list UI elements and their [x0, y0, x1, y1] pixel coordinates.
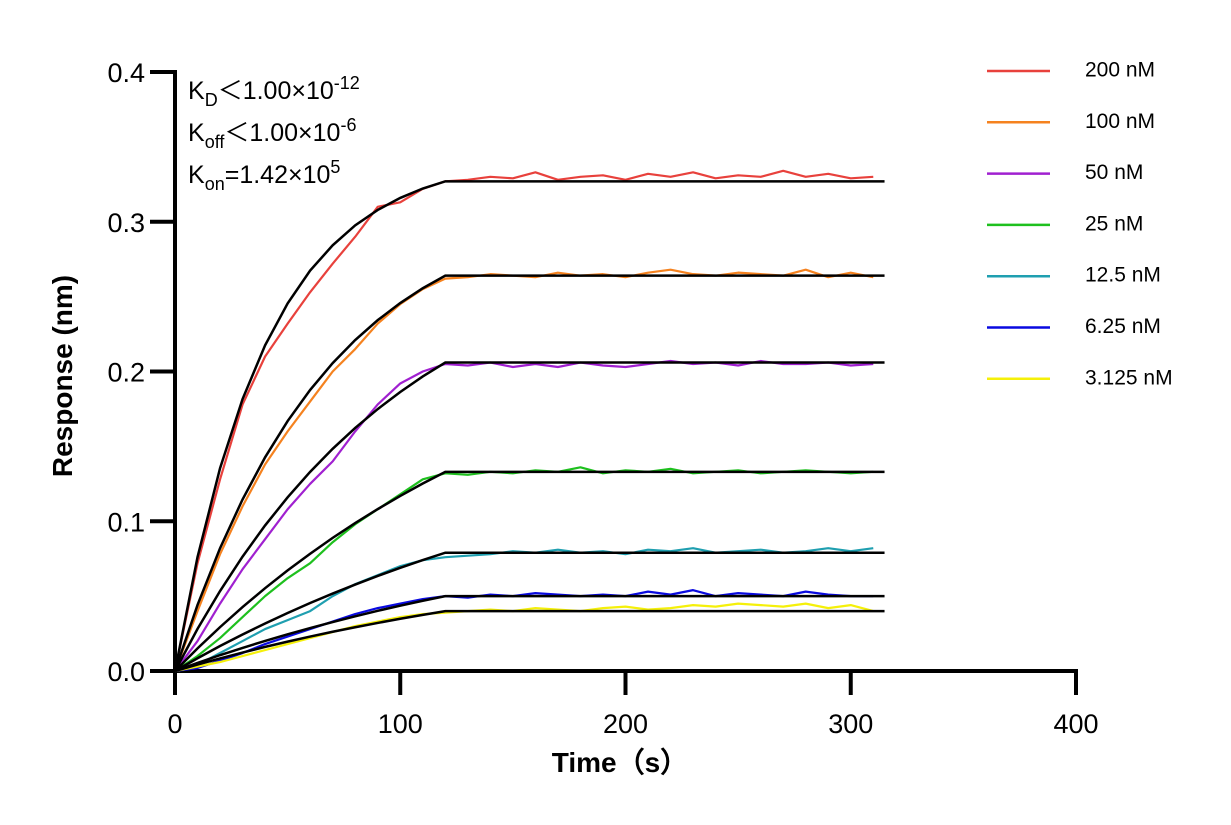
y-tick-label: 0.2 — [107, 358, 145, 388]
x-tick-label: 0 — [167, 709, 182, 739]
data-line — [174, 359, 874, 672]
y-tick-label: 0.0 — [107, 657, 145, 687]
legend-label: 100 nM — [1085, 110, 1155, 133]
annotation-symbol: K — [188, 119, 205, 147]
x-tick-label: 300 — [828, 709, 873, 739]
data-line — [173, 169, 874, 672]
x-tick-label: 100 — [378, 709, 423, 739]
annotation-text: ＜1.00×10 — [218, 77, 334, 105]
legend-label: 12.5 nM — [1085, 264, 1161, 287]
legend-label: 25 nM — [1085, 212, 1143, 235]
legend-label: 3.125 nM — [1085, 366, 1173, 389]
fit-line — [173, 180, 885, 672]
annotation-text: ＜1.00×10 — [224, 119, 340, 147]
annotation: Kon=1.42×105 — [188, 157, 340, 194]
annotation-subscript: D — [205, 90, 218, 110]
annotation: Koff＜1.00×10-6 — [188, 115, 356, 152]
annotation-superscript: -12 — [334, 73, 360, 93]
fit-line — [174, 470, 885, 672]
y-axis-title: Response (nm) — [47, 275, 78, 477]
annotation-subscript: off — [205, 132, 226, 152]
legend-label: 200 nM — [1085, 59, 1155, 82]
data-line — [174, 589, 874, 673]
x-tick-label: 200 — [603, 709, 648, 739]
fit-line — [174, 594, 885, 673]
y-tick-label: 0.3 — [107, 208, 145, 238]
annotation-superscript: -6 — [340, 115, 356, 135]
annotation-symbol: K — [188, 77, 205, 105]
y-tick-label: 0.1 — [107, 507, 145, 537]
fit-line — [174, 609, 885, 673]
legend-label: 6.25 nM — [1085, 315, 1161, 338]
annotation: KD＜1.00×10-12 — [188, 73, 360, 110]
data-line — [174, 602, 874, 673]
annotation-symbol: K — [188, 161, 205, 189]
x-tick-label: 400 — [1053, 709, 1098, 739]
fit-line — [174, 551, 885, 673]
y-tick-label: 0.4 — [107, 58, 145, 88]
fit-line — [173, 274, 885, 672]
annotation-text: =1.42×10 — [225, 161, 331, 189]
fit-line — [173, 361, 885, 672]
annotation-subscript: on — [205, 174, 225, 194]
legend-label: 50 nM — [1085, 161, 1143, 184]
annotation-superscript: 5 — [330, 157, 340, 177]
data-line — [174, 466, 874, 672]
x-axis-title: Time（s） — [552, 746, 688, 778]
